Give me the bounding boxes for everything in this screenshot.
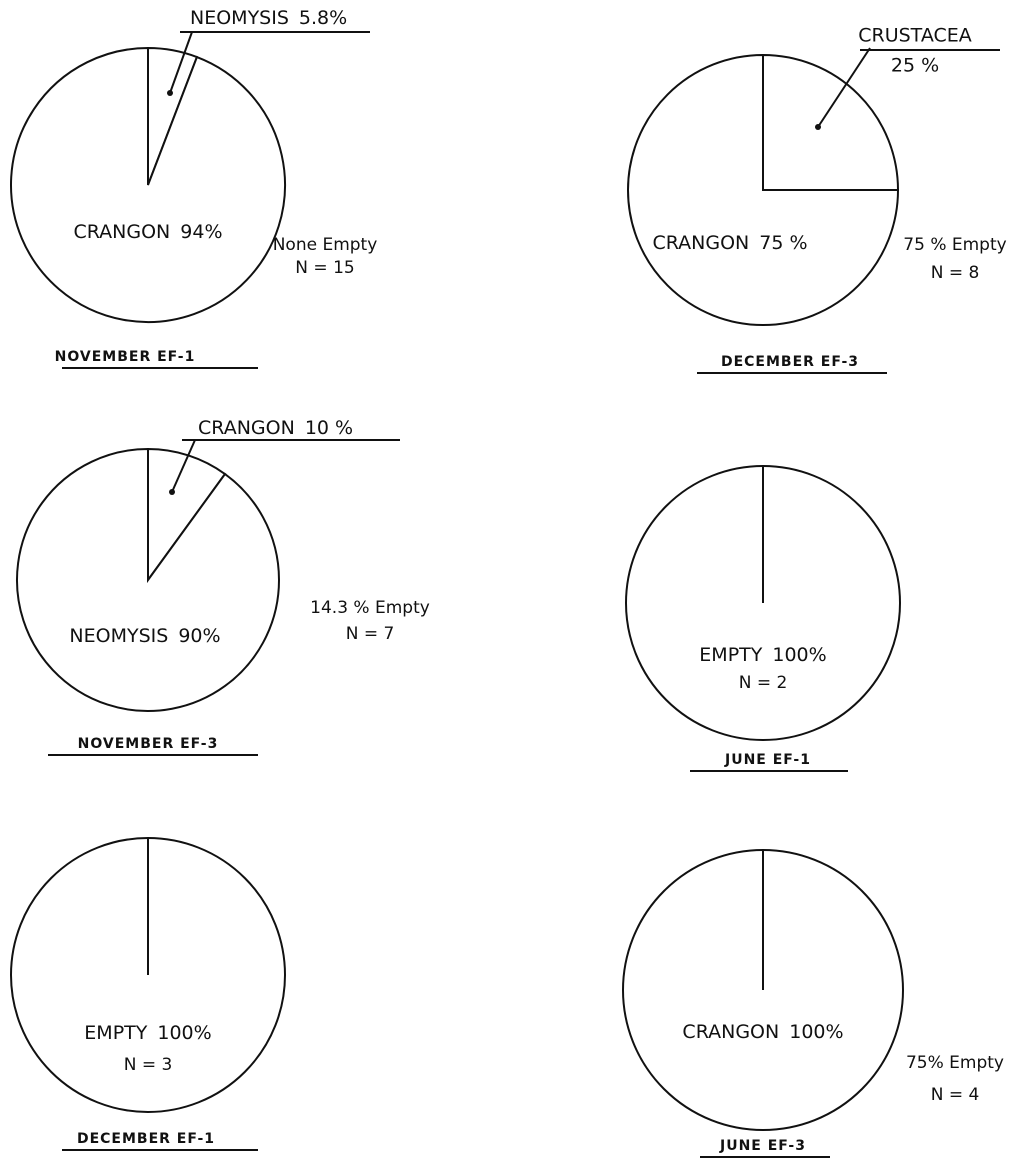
pie-slice: [10, 46, 286, 323]
leader-line: [169, 31, 193, 94]
annotation: 75 % Empty: [903, 235, 1006, 255]
pie-slice: [762, 53, 900, 191]
slice-value-label: 100%: [157, 1022, 211, 1044]
slice-value-label: 90%: [178, 625, 220, 647]
annotation: N = 3: [124, 1055, 173, 1075]
slice-label-group: EMPTY 100%: [699, 644, 826, 666]
chart-title: DECEMBER EF-1: [77, 1131, 215, 1147]
slice-label-group: CRANGON 75 %: [652, 232, 807, 254]
slice-label: EMPTY: [699, 644, 762, 666]
annotation: N = 2: [739, 673, 788, 693]
slice-label: CRANGON: [198, 417, 295, 439]
slice-label: NEOMYSIS: [190, 7, 289, 29]
annotation: N = 15: [295, 258, 354, 278]
slice-value-label: 25 %: [891, 55, 939, 77]
annotation: N = 4: [931, 1085, 980, 1105]
leader-line: [171, 439, 196, 493]
annotation: 14.3 % Empty: [310, 598, 430, 618]
slice-label: CRANGON: [73, 221, 170, 243]
pie-slice: [627, 53, 900, 326]
slice-label-group: NEOMYSIS 5.8%: [190, 7, 347, 29]
pie-slice: [16, 447, 280, 712]
annotation: None Empty: [273, 235, 378, 255]
slice-label-group: EMPTY 100%: [84, 1022, 211, 1044]
slice-label-group: NEOMYSIS 90%: [69, 625, 220, 647]
slice-value-label: 5.8%: [299, 7, 347, 29]
chart-title: DECEMBER EF-3: [721, 354, 859, 370]
slice-label-group: CRANGON 10 %: [198, 417, 353, 439]
slice-label: EMPTY: [84, 1022, 147, 1044]
slice-value-label: 10 %: [305, 417, 353, 439]
slice-label-group: CRANGON 94%: [73, 221, 222, 243]
chart-title: NOVEMBER EF-3: [78, 736, 219, 752]
chart-title: JUNE EF-1: [724, 752, 811, 768]
slice-value-label: 75 %: [759, 232, 807, 254]
slice-value-label: 94%: [180, 221, 222, 243]
slice-label: CRANGON: [682, 1021, 779, 1043]
leader-line: [817, 47, 871, 128]
annotation: 75% Empty: [906, 1053, 1004, 1073]
annotation: N = 8: [931, 263, 980, 283]
annotation: N = 7: [346, 624, 395, 644]
slice-value-label: 100%: [789, 1021, 843, 1043]
slice-value-label: 100%: [772, 644, 826, 666]
slice-label: CRUSTACEA: [858, 25, 972, 47]
chart-title: JUNE EF-3: [719, 1138, 806, 1154]
slice-label-group: CRANGON 100%: [682, 1021, 843, 1043]
slice-label: CRANGON: [652, 232, 749, 254]
slice-label: NEOMYSIS: [69, 625, 168, 647]
chart-title: NOVEMBER EF-1: [55, 349, 196, 365]
